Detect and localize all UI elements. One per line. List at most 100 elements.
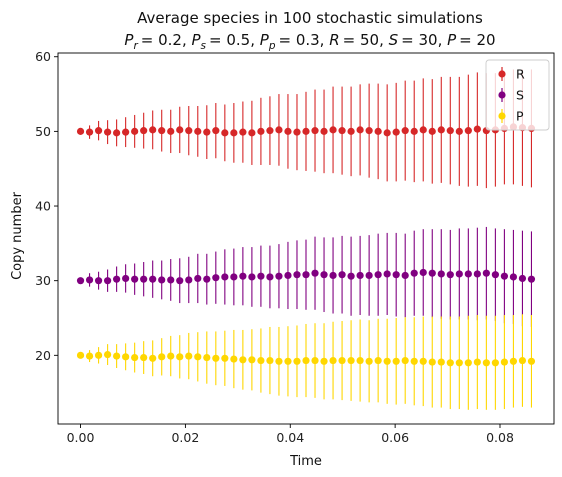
data-point — [338, 356, 346, 365]
data-point — [338, 271, 346, 279]
data-point — [275, 272, 283, 280]
x-tick-label: 0.02 — [171, 430, 199, 445]
data-point — [221, 273, 229, 281]
data-point — [194, 274, 202, 283]
data-point — [248, 356, 256, 364]
data-point — [158, 353, 166, 361]
data-point — [158, 276, 166, 284]
data-point — [491, 359, 499, 367]
data-point — [419, 268, 427, 277]
data-point — [140, 353, 148, 362]
data-point — [122, 353, 130, 361]
data-point — [212, 127, 220, 135]
data-point — [176, 353, 184, 361]
data-point — [203, 128, 211, 136]
data-point — [401, 356, 409, 365]
data-point — [293, 271, 301, 279]
data-point — [284, 127, 292, 135]
data-point — [104, 277, 112, 285]
data-point — [122, 128, 130, 136]
data-point — [356, 126, 364, 134]
data-point — [401, 271, 409, 280]
data-point — [320, 271, 328, 279]
data-point — [140, 127, 148, 135]
data-point — [230, 129, 238, 137]
data-point — [320, 357, 328, 365]
data-point — [491, 271, 499, 279]
data-point — [194, 353, 202, 361]
data-point — [212, 354, 220, 362]
data-point — [473, 358, 481, 366]
data-point — [230, 273, 238, 281]
data-point — [266, 273, 274, 281]
legend-label: R — [516, 67, 525, 82]
data-point — [149, 126, 157, 134]
data-point — [113, 352, 121, 360]
data-point — [464, 270, 472, 278]
x-tick-label: 0.00 — [67, 430, 95, 445]
data-point — [311, 356, 319, 365]
data-point — [149, 354, 157, 362]
data-point — [221, 129, 229, 137]
y-axis-label: Copy number — [10, 191, 25, 280]
data-point — [329, 356, 337, 365]
data-point — [509, 273, 518, 281]
y-tick-label: 30 — [35, 273, 51, 288]
data-point — [374, 127, 382, 135]
data-point — [221, 354, 229, 362]
y-tick-label: 50 — [35, 124, 51, 139]
data-point — [383, 357, 391, 365]
series-points-P — [76, 350, 536, 367]
data-point — [455, 359, 463, 367]
data-point — [410, 269, 418, 277]
data-point — [527, 357, 536, 365]
data-point — [167, 352, 175, 360]
data-point — [194, 127, 202, 135]
data-point — [374, 271, 382, 279]
series-points-S — [76, 268, 536, 285]
data-point — [266, 127, 274, 135]
data-point — [176, 277, 184, 285]
data-point — [482, 269, 490, 277]
data-point — [509, 357, 518, 365]
legend: RSP — [485, 59, 550, 131]
data-points-layer — [76, 123, 536, 367]
y-tick-label: 60 — [35, 49, 51, 64]
data-point — [446, 127, 454, 135]
data-point — [482, 359, 490, 367]
data-point — [76, 277, 85, 285]
data-point — [464, 127, 472, 135]
data-point — [248, 129, 256, 137]
data-point — [275, 126, 283, 134]
data-point — [293, 128, 301, 136]
data-point — [113, 129, 121, 137]
data-point — [140, 275, 148, 283]
data-point — [527, 275, 536, 283]
data-point — [518, 356, 527, 365]
data-point — [500, 272, 508, 280]
data-point — [401, 127, 409, 135]
data-point — [347, 127, 355, 135]
legend-marker — [498, 112, 506, 120]
data-point — [437, 358, 445, 366]
data-point — [446, 271, 454, 279]
data-point — [311, 127, 319, 135]
x-tick-label: 0.04 — [276, 430, 304, 445]
data-point — [167, 127, 175, 135]
data-point — [428, 269, 436, 277]
data-point — [131, 127, 139, 135]
data-point — [320, 127, 328, 135]
data-point — [329, 271, 337, 280]
x-tick-label: 0.08 — [486, 430, 514, 445]
data-point — [203, 275, 211, 283]
data-point — [284, 271, 292, 280]
data-point — [446, 359, 454, 367]
x-axis-label: Time — [289, 454, 322, 469]
data-point — [185, 276, 193, 284]
data-point — [302, 356, 310, 365]
plot-frame — [57, 52, 555, 425]
data-point — [302, 127, 310, 135]
data-point — [239, 356, 247, 364]
data-point — [455, 270, 463, 278]
x-tick-label: 0.06 — [381, 430, 409, 445]
